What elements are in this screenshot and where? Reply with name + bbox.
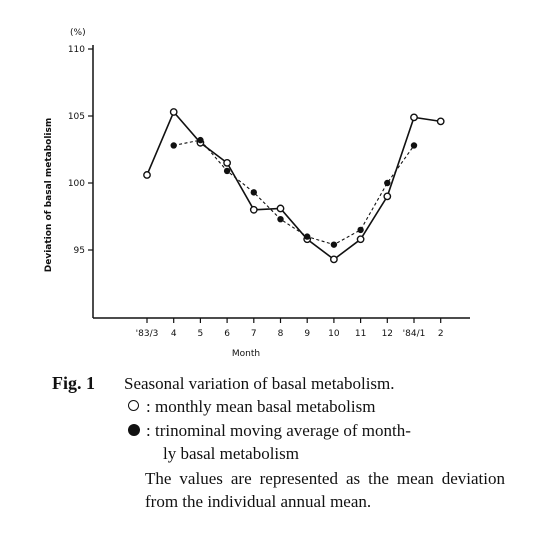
moving-average-point bbox=[277, 215, 284, 223]
filled-circle-icon bbox=[128, 424, 140, 436]
moving-average-point bbox=[250, 189, 257, 196]
y-tick-label: 100 bbox=[68, 179, 85, 189]
y-axis-title: Deviation of basal metabolism bbox=[44, 118, 54, 273]
monthly-mean-point bbox=[249, 205, 258, 214]
x-tick-label: 4 bbox=[171, 329, 177, 339]
x-tick-label: 9 bbox=[304, 329, 310, 339]
y-tick-label: 105 bbox=[68, 112, 85, 122]
monthly-mean-line bbox=[146, 110, 441, 261]
moving-average-line bbox=[173, 139, 415, 246]
chart-axes bbox=[92, 45, 470, 319]
caption-note: The values are represented as the mean d… bbox=[145, 469, 505, 511]
x-axis-ticks: '83/3 4 5 6 7 8 9 10 11 12 '84/1 2 bbox=[136, 318, 444, 339]
moving-average-point bbox=[170, 142, 177, 149]
x-tick-label: 12 bbox=[382, 329, 393, 339]
legend-moving-average-text-line1: : trinominal moving average of month- bbox=[146, 421, 411, 440]
moving-average-point bbox=[223, 167, 231, 175]
caption-title: Seasonal variation of basal metabolism. bbox=[124, 374, 395, 393]
x-axis-title: Month bbox=[232, 349, 260, 359]
monthly-mean-point bbox=[223, 158, 232, 167]
x-tick-label: 10 bbox=[328, 329, 340, 339]
legend-monthly-mean-text: : monthly mean basal metabolism bbox=[146, 397, 376, 416]
monthly-mean-point bbox=[436, 117, 445, 126]
series-layer bbox=[143, 108, 445, 264]
moving-average-point bbox=[410, 142, 418, 149]
y-unit-label: (%) bbox=[70, 28, 86, 38]
monthly-mean-point bbox=[383, 192, 392, 201]
monthly-mean-point bbox=[143, 171, 151, 179]
y-axis-ticks: 95 100 105 110 bbox=[68, 45, 93, 256]
figure-caption: Fig. 1 Seasonal variation of basal metab… bbox=[52, 372, 505, 540]
x-tick-label: 8 bbox=[278, 329, 284, 339]
x-tick-label: 7 bbox=[251, 329, 257, 339]
x-tick-label: 2 bbox=[438, 329, 444, 339]
x-tick-label: 5 bbox=[198, 329, 204, 339]
moving-average-point bbox=[384, 179, 391, 187]
x-tick-label: 6 bbox=[224, 329, 230, 339]
legend-moving-average-text-line2: ly basal metabolism bbox=[163, 444, 299, 463]
monthly-mean-point bbox=[410, 113, 418, 122]
monthly-mean-point bbox=[169, 108, 178, 116]
x-tick-label: '84/1 bbox=[403, 329, 426, 339]
y-tick-label: 95 bbox=[74, 246, 85, 256]
monthly-mean-point bbox=[329, 255, 338, 264]
monthly-mean-point bbox=[276, 204, 285, 213]
x-tick-label: 11 bbox=[355, 329, 366, 339]
x-tick-label: '83/3 bbox=[136, 329, 159, 339]
y-tick-label: 110 bbox=[68, 45, 85, 55]
open-circle-icon bbox=[128, 400, 139, 411]
moving-average-point bbox=[197, 136, 204, 144]
moving-average-point bbox=[357, 226, 364, 234]
moving-average-point bbox=[330, 241, 338, 248]
monthly-mean-point bbox=[356, 235, 365, 244]
moving-average-point bbox=[304, 233, 311, 240]
figure-label: Fig. 1 bbox=[52, 373, 95, 393]
